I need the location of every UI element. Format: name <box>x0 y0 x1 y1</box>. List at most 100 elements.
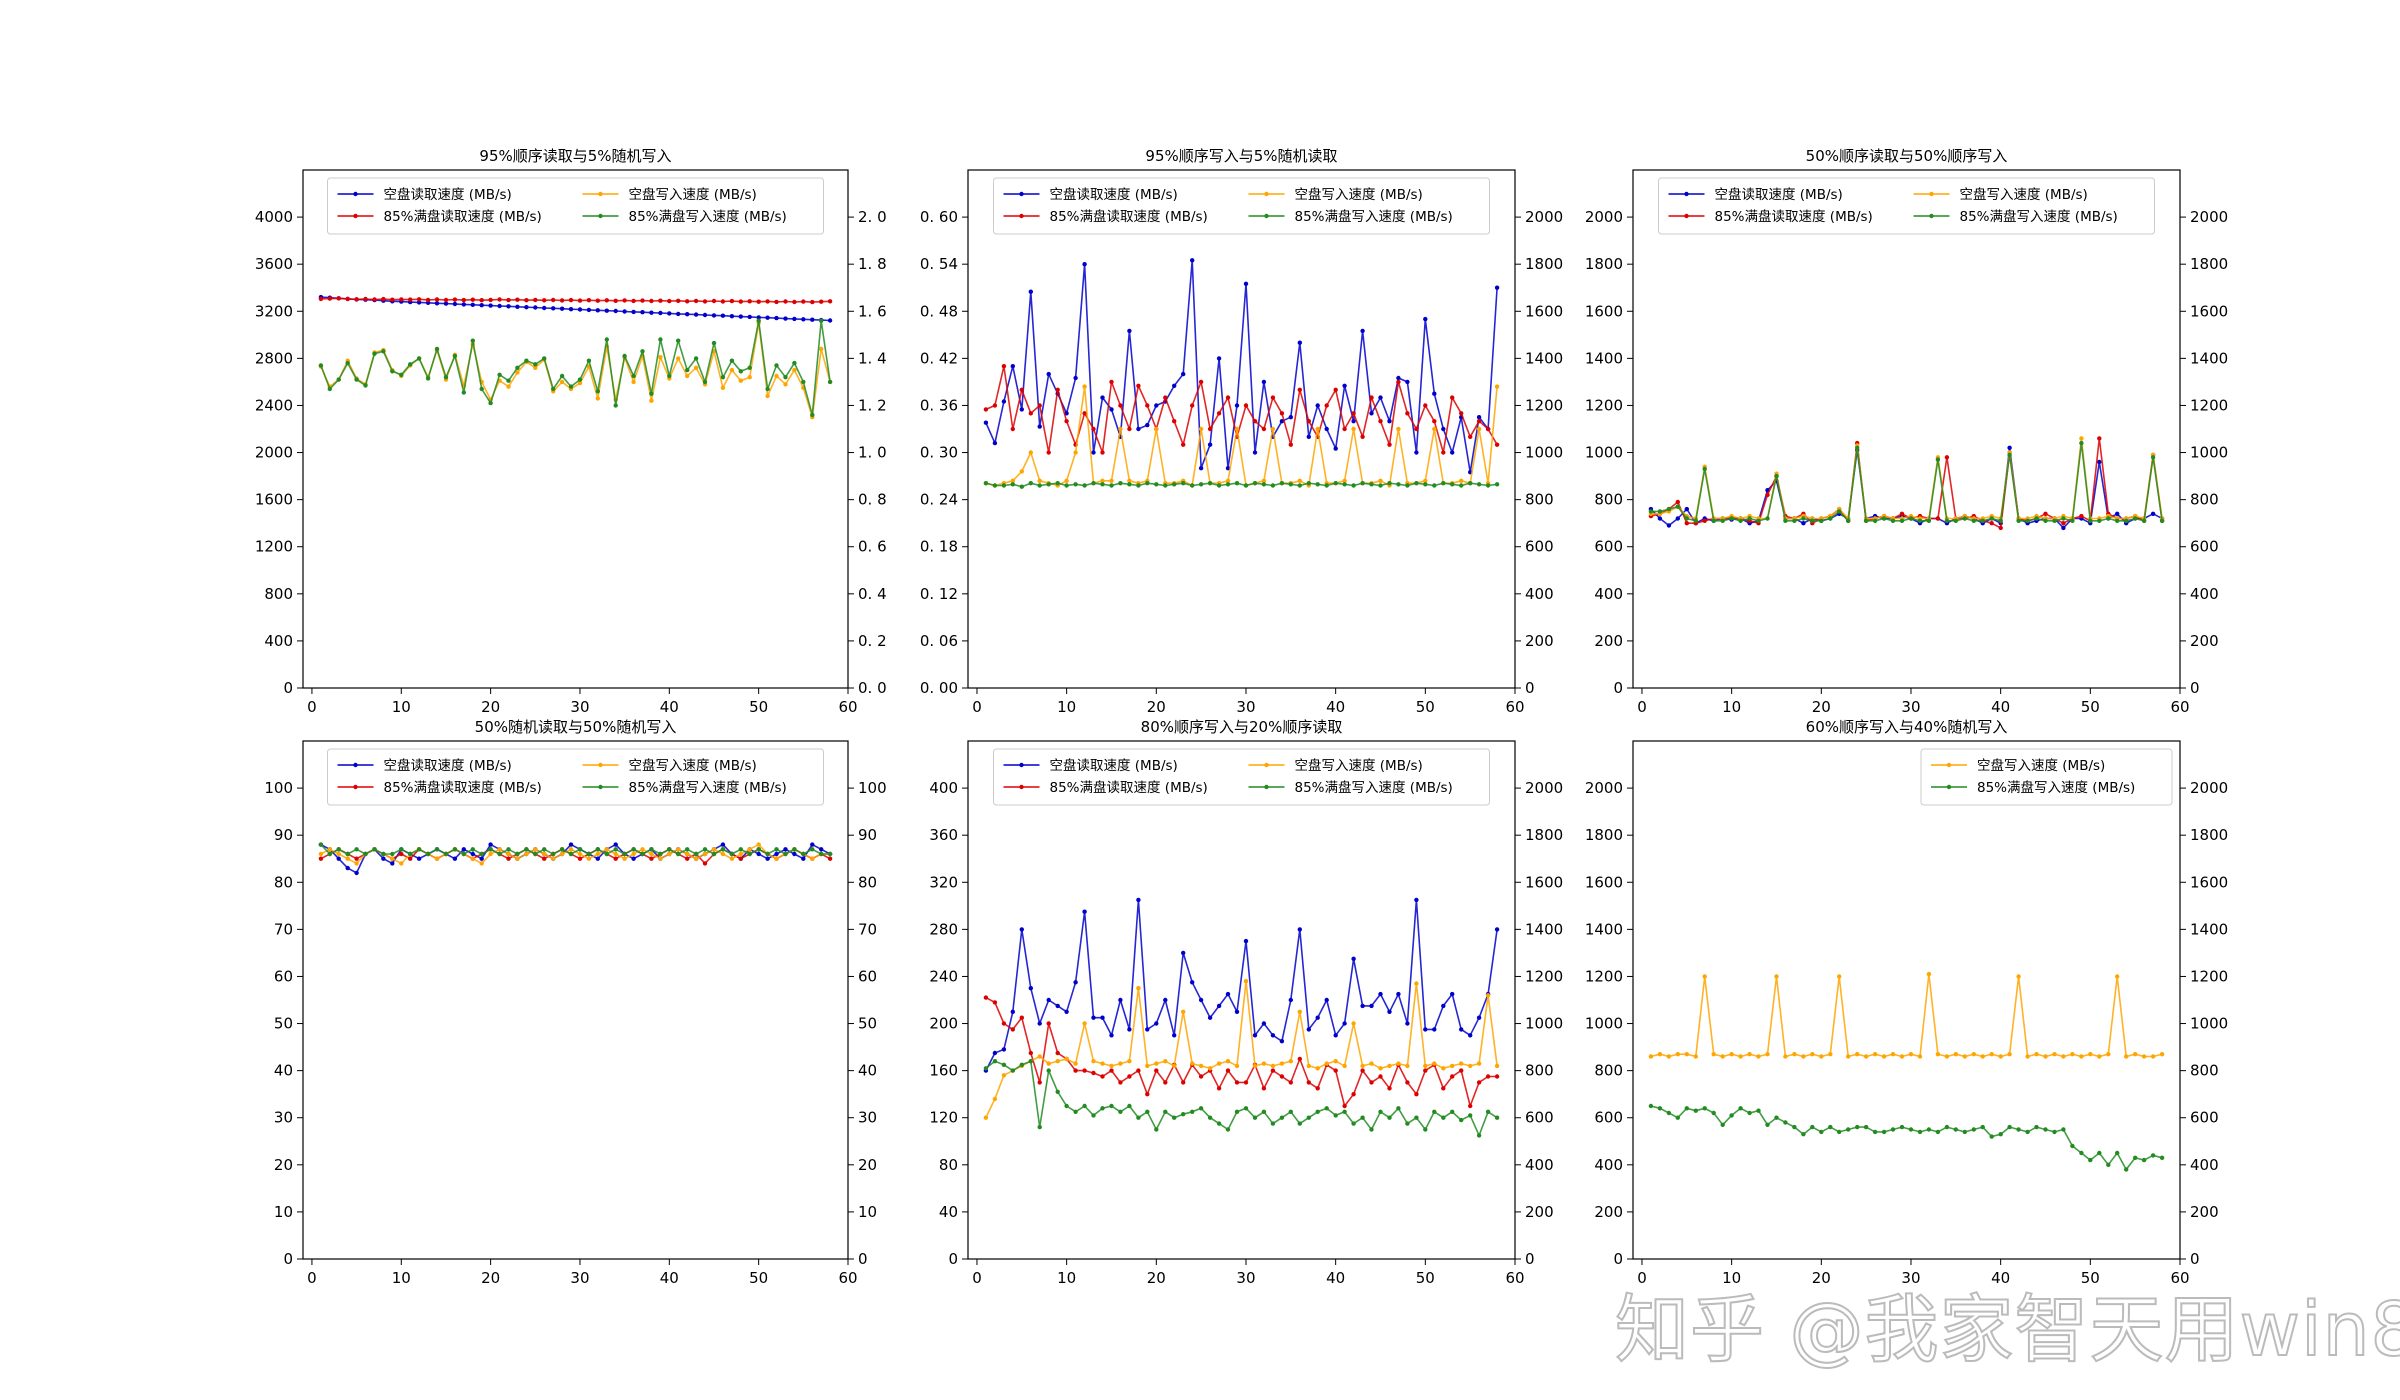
data-point <box>1019 1062 1024 1068</box>
chart-title: 80%顺序写入与20%顺序读取 <box>1141 718 1343 736</box>
data-point <box>1297 387 1303 392</box>
data-point <box>1118 426 1123 432</box>
data-point <box>774 851 779 857</box>
data-point <box>1450 1074 1455 1079</box>
data-point <box>470 851 475 857</box>
series-line <box>985 996 1498 1107</box>
data-point <box>631 379 636 385</box>
data-point <box>1181 950 1186 956</box>
data-point <box>667 298 672 304</box>
data-point <box>693 856 699 861</box>
data-point <box>827 851 833 857</box>
data-point <box>1935 516 1941 521</box>
data-point <box>345 856 350 861</box>
data-point <box>1432 1061 1437 1066</box>
data-point <box>1234 403 1240 408</box>
legend-label: 85%满盘读取速度 (MB/s) <box>1715 208 1873 225</box>
data-point <box>1998 525 2003 531</box>
data-point <box>1432 426 1437 432</box>
data-point <box>1333 446 1338 451</box>
data-point <box>1351 1121 1356 1126</box>
data-point <box>1046 371 1051 377</box>
data-point <box>613 856 618 861</box>
x-tick-label: 30 <box>1901 1269 1920 1287</box>
data-point <box>1010 426 1015 432</box>
data-point <box>1333 387 1338 392</box>
x-tick-label: 10 <box>1057 698 1076 716</box>
x-tick-label: 30 <box>1236 698 1255 716</box>
data-point <box>827 318 833 323</box>
left-y-tick-label: 1600 <box>255 491 293 509</box>
x-tick-label: 20 <box>481 1269 500 1287</box>
data-point <box>1261 482 1267 487</box>
data-point <box>1198 426 1204 432</box>
data-point <box>1908 516 1914 521</box>
data-point <box>1019 484 1024 489</box>
data-point <box>1423 1027 1428 1032</box>
data-point <box>2061 1054 2066 1059</box>
data-point <box>390 369 395 374</box>
data-point <box>1423 403 1428 408</box>
data-point <box>2124 518 2129 523</box>
series-4 <box>318 842 833 857</box>
data-point <box>515 856 520 861</box>
data-point <box>765 851 770 857</box>
data-point <box>1702 518 1707 523</box>
data-point <box>515 851 520 857</box>
left-y-tick-label: 1800 <box>1585 826 1623 844</box>
left-y-tick-label: 1600 <box>1585 873 1623 891</box>
data-point <box>586 851 592 857</box>
data-point <box>1369 1061 1374 1066</box>
data-point <box>1037 483 1042 488</box>
data-point <box>1145 1092 1150 1097</box>
data-point <box>711 313 717 318</box>
data-point <box>1127 1027 1132 1032</box>
data-point <box>1774 974 1779 979</box>
data-point <box>693 298 699 304</box>
data-point <box>1118 1061 1123 1066</box>
legend: 空盘写入速度 (MB/s) 85%满盘写入速度 (MB/s) <box>1920 748 2173 806</box>
right-y-tick-label: 80 <box>858 873 877 891</box>
data-point <box>1306 1063 1312 1069</box>
data-point <box>1899 518 1905 523</box>
data-point <box>506 297 511 303</box>
data-point <box>1019 387 1024 392</box>
data-point <box>676 311 681 317</box>
data-point <box>1154 1061 1159 1066</box>
right-y-tick-label: 600 <box>1525 1109 1554 1127</box>
legend-marker <box>1019 762 1024 768</box>
left-y-tick-label: 1200 <box>255 538 293 556</box>
data-point <box>983 1115 989 1120</box>
data-point <box>488 847 493 852</box>
x-tick-label: 50 <box>2081 698 2100 716</box>
legend-label: 空盘读取速度 (MB/s) <box>1050 186 1178 203</box>
data-point <box>1953 1052 1959 1057</box>
data-point <box>1738 518 1743 523</box>
data-point <box>595 851 600 857</box>
data-point <box>792 299 797 305</box>
data-point <box>1792 518 1797 523</box>
data-point <box>1351 1092 1356 1097</box>
data-point <box>1136 426 1141 432</box>
data-point <box>1207 442 1213 447</box>
data-point <box>1288 1059 1294 1064</box>
left-y-tick-label: 2800 <box>255 349 293 367</box>
data-point <box>1207 426 1213 432</box>
data-point <box>452 353 458 359</box>
data-point <box>1279 411 1285 416</box>
series-2 <box>983 364 1500 455</box>
data-point <box>1405 1080 1410 1085</box>
data-point <box>1010 364 1015 369</box>
data-point <box>1109 1103 1114 1109</box>
data-point <box>1675 504 1681 509</box>
data-point <box>1270 1121 1276 1126</box>
data-point <box>1207 1066 1213 1071</box>
data-point <box>1109 1063 1114 1069</box>
data-point <box>631 373 636 379</box>
data-point <box>381 349 386 354</box>
legend-marker <box>1264 191 1269 197</box>
data-point <box>2097 459 2102 465</box>
data-point <box>1145 481 1150 486</box>
data-point <box>729 298 735 304</box>
